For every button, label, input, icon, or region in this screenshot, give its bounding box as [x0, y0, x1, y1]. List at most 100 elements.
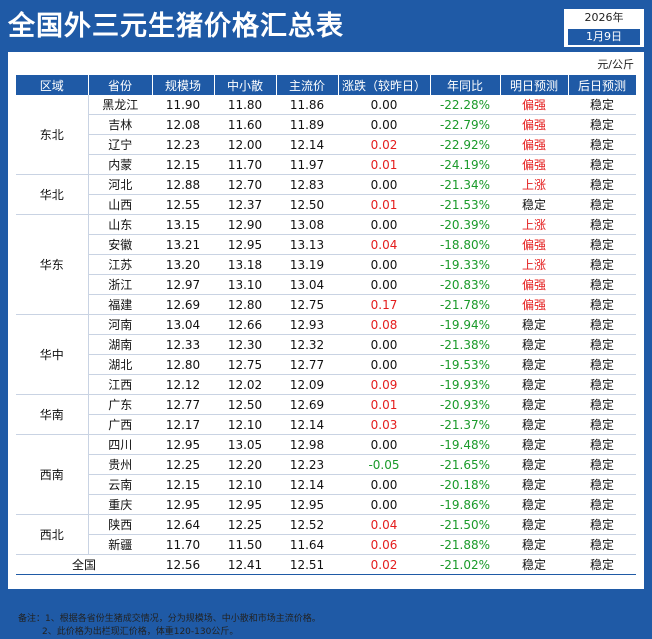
forecast-tomorrow: 上涨 [500, 254, 568, 275]
province-cell: 安徽 [88, 234, 152, 255]
small-farm-price: 12.75 [214, 354, 276, 375]
forecast-day-after: 稳定 [568, 174, 636, 195]
column-header: 规模场 [152, 75, 215, 95]
daily-change: 0.00 [338, 474, 430, 495]
year-on-year: -21.65% [430, 454, 500, 475]
table-row: 山西 12.55 12.37 12.50 0.01 -21.53% 稳定 稳定 [16, 194, 636, 215]
forecast-day-after: 稳定 [568, 434, 636, 455]
forecast-day-after: 稳定 [568, 374, 636, 395]
table-row: 福建 12.69 12.80 12.75 0.17 -21.78% 偏强 稳定 [16, 294, 636, 315]
forecast-tomorrow: 偏强 [500, 234, 568, 255]
daily-change: 0.00 [338, 114, 430, 135]
column-header: 后日预测 [568, 75, 637, 95]
province-cell: 内蒙 [88, 154, 152, 175]
daily-change: 0.00 [338, 214, 430, 235]
forecast-day-after: 稳定 [568, 95, 636, 115]
main-price: 12.50 [276, 194, 338, 215]
daily-change: 0.01 [338, 194, 430, 215]
province-cell: 广西 [88, 414, 152, 435]
forecast-tomorrow: 稳定 [500, 194, 568, 215]
forecast-day-after: 稳定 [568, 154, 636, 175]
table-row: 安徽 13.21 12.95 13.13 0.04 -18.80% 偏强 稳定 [16, 234, 636, 255]
large-farm-price: 12.97 [152, 274, 214, 295]
large-farm-price: 12.69 [152, 294, 214, 315]
region-cell: 华东 [16, 214, 89, 315]
main-price: 12.95 [276, 494, 338, 515]
province-cell: 福建 [88, 294, 152, 315]
year-on-year: -21.50% [430, 514, 500, 535]
large-farm-price: 12.12 [152, 374, 214, 395]
large-farm-price: 13.21 [152, 234, 214, 255]
daily-change: 0.17 [338, 294, 430, 315]
forecast-tomorrow: 稳定 [500, 314, 568, 335]
large-farm-price: 12.17 [152, 414, 214, 435]
daily-change: 0.09 [338, 374, 430, 395]
large-farm-price: 12.95 [152, 494, 214, 515]
forecast-day-after: 稳定 [568, 114, 636, 135]
main-price: 12.14 [276, 414, 338, 435]
daily-change: 0.00 [338, 254, 430, 275]
forecast-tomorrow: 偏强 [500, 134, 568, 155]
forecast-day-after: 稳定 [568, 214, 636, 235]
table-row: 江西 12.12 12.02 12.09 0.09 -19.93% 稳定 稳定 [16, 374, 636, 395]
main-price: 13.04 [276, 274, 338, 295]
province-cell: 新疆 [88, 534, 152, 555]
small-farm-price: 12.30 [214, 334, 276, 355]
table-row: 云南 12.15 12.10 12.14 0.00 -20.18% 稳定 稳定 [16, 474, 636, 495]
year-on-year: -19.33% [430, 254, 500, 275]
year-on-year: -21.53% [430, 194, 500, 215]
forecast-day-after: 稳定 [568, 514, 636, 535]
main-price: 11.89 [276, 114, 338, 135]
small-farm-price: 13.05 [214, 434, 276, 455]
forecast-day-after: 稳定 [568, 534, 636, 555]
province-cell: 山东 [88, 214, 152, 235]
forecast-day-after: 稳定 [568, 294, 636, 315]
year-on-year: -19.53% [430, 354, 500, 375]
year-on-year: -21.37% [430, 414, 500, 435]
table-header-row: 区域 省份 规模场 中小散 主流价 涨跌（较昨日） 年同比 明日预测 后日预测 [16, 75, 637, 95]
forecast-day-after: 稳定 [568, 554, 636, 575]
table-body: 东北 黑龙江 11.90 11.80 11.86 0.00 -22.28% 偏强 稳定 吉林 12.… [16, 95, 636, 575]
main-price: 12.14 [276, 134, 338, 155]
forecast-tomorrow: 稳定 [500, 514, 568, 535]
small-farm-price: 12.70 [214, 174, 276, 195]
forecast-tomorrow: 稳定 [500, 414, 568, 435]
year-on-year: -22.79% [430, 114, 500, 135]
daily-change: 0.04 [338, 514, 430, 535]
forecast-day-after: 稳定 [568, 474, 636, 495]
price-table: 区域 省份 规模场 中小散 主流价 涨跌（较昨日） 年同比 明日预测 后日预测 东北 黑龙江 11.… [16, 75, 637, 575]
table-row: 贵州 12.25 12.20 12.23 -0.05 -21.65% 稳定 稳定 [16, 454, 636, 475]
forecast-day-after: 稳定 [568, 454, 636, 475]
main-price: 13.13 [276, 234, 338, 255]
daily-change: 0.00 [338, 274, 430, 295]
daily-change: 0.02 [338, 554, 430, 575]
large-farm-price: 12.64 [152, 514, 214, 535]
small-farm-price: 12.10 [214, 474, 276, 495]
small-farm-price: 12.95 [214, 234, 276, 255]
forecast-tomorrow: 偏强 [500, 294, 568, 315]
large-farm-price: 12.77 [152, 394, 214, 415]
province-cell: 黑龙江 [88, 95, 152, 115]
forecast-day-after: 稳定 [568, 254, 636, 275]
small-farm-price: 11.80 [214, 95, 276, 115]
column-header: 省份 [88, 75, 153, 95]
main-price: 13.19 [276, 254, 338, 275]
province-cell: 浙江 [88, 274, 152, 295]
forecast-tomorrow: 偏强 [500, 274, 568, 295]
small-farm-price: 13.10 [214, 274, 276, 295]
column-header: 涨跌（较昨日） [338, 75, 431, 95]
daily-change: 0.00 [338, 334, 430, 355]
small-farm-price: 12.20 [214, 454, 276, 475]
large-farm-price: 12.15 [152, 474, 214, 495]
large-farm-price: 12.08 [152, 114, 214, 135]
table-row: 重庆 12.95 12.95 12.95 0.00 -19.86% 稳定 稳定 [16, 494, 636, 515]
forecast-tomorrow: 稳定 [500, 554, 568, 575]
year-on-year: -20.83% [430, 274, 500, 295]
small-farm-price: 12.02 [214, 374, 276, 395]
year-on-year: -21.02% [430, 554, 500, 575]
main-price: 13.08 [276, 214, 338, 235]
region-cell: 东北 [16, 95, 89, 175]
main-price: 11.64 [276, 534, 338, 555]
province-cell: 山西 [88, 194, 152, 215]
province-cell: 河南 [88, 314, 152, 335]
